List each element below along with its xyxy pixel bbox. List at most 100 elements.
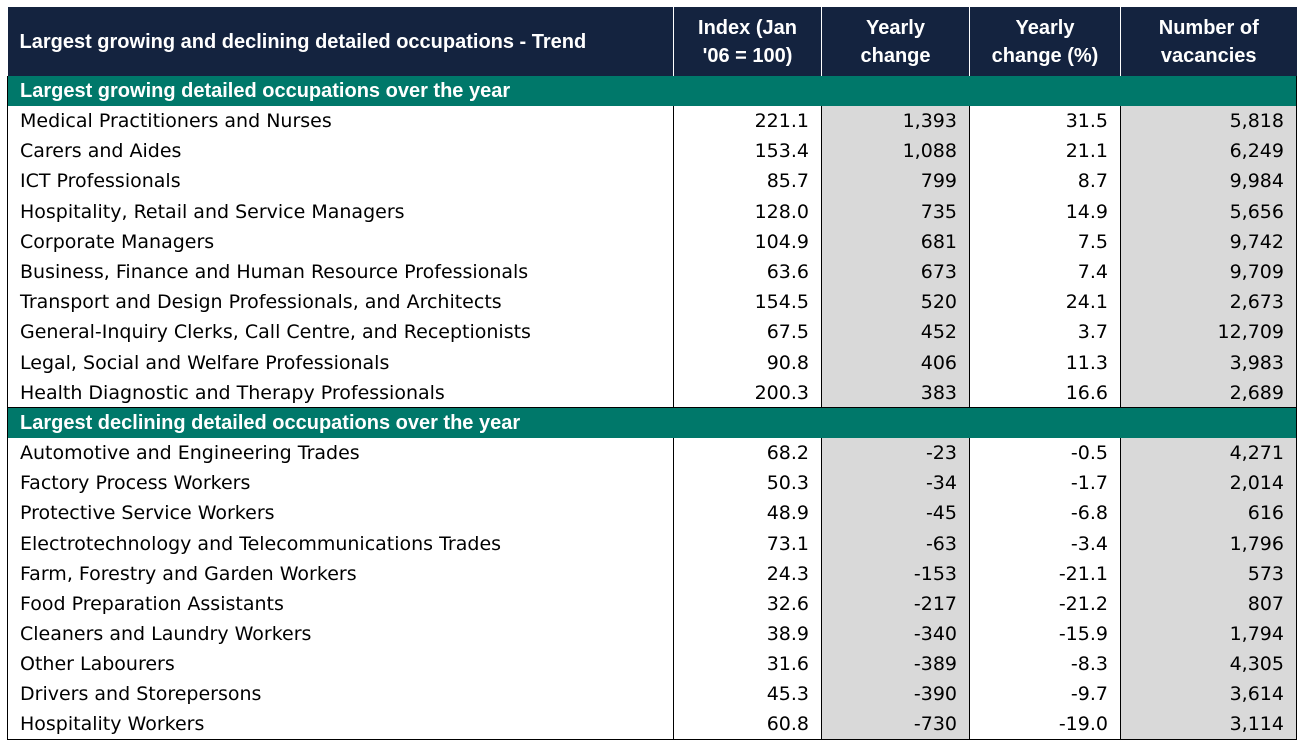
yearly-change-cell: -730 — [821, 709, 970, 741]
occupation-cell: ICT Professionals — [7, 166, 674, 197]
yearly-change-pct-cell: 24.1 — [969, 287, 1121, 318]
yearly-change-cell: 1,088 — [821, 136, 970, 167]
table-row: Transport and Design Professionals, and … — [7, 287, 1297, 318]
index-cell: 85.7 — [673, 166, 822, 197]
yearly-change-pct-cell: -8.3 — [969, 649, 1121, 680]
vacancies-cell: 616 — [1120, 498, 1297, 529]
vacancies-cell: 6,249 — [1120, 136, 1297, 167]
vacancies-cell: 9,984 — [1120, 166, 1297, 197]
vacancies-cell: 3,983 — [1120, 347, 1297, 378]
yearly-change-pct-cell: 7.4 — [969, 256, 1121, 288]
table-row: Farm, Forestry and Garden Workers 24.3 -15… — [7, 558, 1297, 589]
vacancies-cell: 4,271 — [1120, 437, 1297, 469]
occupation-cell: Drivers and Storepersons — [7, 679, 674, 710]
index-cell: 32.6 — [673, 588, 822, 619]
yearly-change-pct-cell: 16.6 — [969, 377, 1121, 409]
yearly-change-pct-cell: -1.7 — [969, 468, 1121, 499]
vacancies-cell: 9,709 — [1120, 256, 1297, 288]
index-cell: 221.1 — [673, 106, 822, 137]
yearly-change-pct-cell: -9.7 — [969, 679, 1121, 710]
yearly-change-cell: -23 — [821, 437, 970, 469]
table-row: Health Diagnostic and Therapy Profession… — [7, 377, 1297, 409]
yearly-change-cell: 799 — [821, 166, 970, 197]
index-cell: 24.3 — [673, 558, 822, 589]
yearly-change-header: Yearly change — [821, 7, 970, 76]
occupation-cell: Transport and Design Professionals, and … — [7, 287, 674, 318]
section-title: Largest declining detailed occupations o… — [7, 407, 1297, 438]
section-header-row: Largest growing detailed occupations ove… — [7, 76, 1297, 106]
table-row: Business, Finance and Human Resource Pro… — [7, 256, 1297, 288]
vacancies-cell: 1,794 — [1120, 619, 1297, 650]
yearly-change-cell: -340 — [821, 619, 970, 650]
yearly-change-cell: -34 — [821, 468, 970, 499]
section-title: Largest growing detailed occupations ove… — [7, 76, 1297, 106]
vacancies-cell: 573 — [1120, 558, 1297, 589]
yearly-change-cell: -63 — [821, 528, 970, 559]
table-row: Other Labourers 31.6 -389 -8.3 4,305 — [7, 649, 1297, 680]
index-cell: 38.9 — [673, 619, 822, 650]
yearly-change-cell: -389 — [821, 649, 970, 680]
table-title: Largest growing and declining detailed o… — [7, 7, 674, 76]
occupation-cell: Hospitality Workers — [7, 709, 674, 741]
yearly-change-cell: -217 — [821, 588, 970, 619]
vacancies-header: Number of vacancies — [1120, 7, 1297, 76]
yearly-change-cell: -390 — [821, 679, 970, 710]
vacancies-cell: 9,742 — [1120, 226, 1297, 257]
table-row: Medical Practitioners and Nurses 221.1 1,3… — [7, 106, 1297, 137]
section-header-row: Largest declining detailed occupations o… — [7, 407, 1297, 438]
vacancies-cell: 3,114 — [1120, 709, 1297, 741]
occupation-cell: Farm, Forestry and Garden Workers — [7, 558, 674, 589]
index-cell: 67.5 — [673, 317, 822, 348]
yearly-change-cell: -153 — [821, 558, 970, 589]
occupation-cell: Carers and Aides — [7, 136, 674, 167]
yearly-change-cell: -45 — [821, 498, 970, 529]
index-cell: 200.3 — [673, 377, 822, 409]
occupation-cell: General-Inquiry Clerks, Call Centre, and… — [7, 317, 674, 348]
occupation-cell: Protective Service Workers — [7, 498, 674, 529]
index-cell: 104.9 — [673, 226, 822, 257]
occupation-cell: Business, Finance and Human Resource Pro… — [7, 256, 674, 288]
index-cell: 153.4 — [673, 136, 822, 167]
vacancies-cell: 5,656 — [1120, 196, 1297, 227]
table-row: Electrotechnology and Telecommunications… — [7, 528, 1297, 559]
yearly-change-pct-cell: 3.7 — [969, 317, 1121, 348]
vacancies-cell: 2,673 — [1120, 287, 1297, 318]
yearly-change-pct-cell: 21.1 — [969, 136, 1121, 167]
vacancies-cell: 5,818 — [1120, 106, 1297, 137]
table-row: Protective Service Workers 48.9 -45 -6.8 616 — [7, 498, 1297, 529]
occupation-cell: Legal, Social and Welfare Professionals — [7, 347, 674, 378]
yearly-change-cell: 383 — [821, 377, 970, 409]
yearly-change-pct-cell: -19.0 — [969, 709, 1121, 741]
yearly-change-pct-cell: 7.5 — [969, 226, 1121, 257]
table-row: Hospitality, Retail and Service Managers… — [7, 196, 1297, 227]
yearly-change-pct-cell: 8.7 — [969, 166, 1121, 197]
yearly-change-pct-cell: -21.1 — [969, 558, 1121, 589]
occupation-cell: Health Diagnostic and Therapy Profession… — [7, 377, 674, 409]
vacancies-cell: 12,709 — [1120, 317, 1297, 348]
table-row: Cleaners and Laundry Workers 38.9 -340 -15.… — [7, 619, 1297, 650]
table-row: Factory Process Workers 50.3 -34 -1.7 2,014 — [7, 468, 1297, 499]
table-row: Hospitality Workers 60.8 -730 -19.0 3,114 — [7, 709, 1297, 741]
table-row: Corporate Managers 104.9 681 7.5 9,742 — [7, 226, 1297, 257]
yearly-change-cell: 681 — [821, 226, 970, 257]
index-cell: 90.8 — [673, 347, 822, 378]
occupations-table: Largest growing and declining detailed o… — [7, 7, 1297, 741]
occupation-cell: Other Labourers — [7, 649, 674, 680]
index-cell: 154.5 — [673, 287, 822, 318]
yearly-change-cell: 406 — [821, 347, 970, 378]
yearly-change-pct-cell: -0.5 — [969, 437, 1121, 469]
occupation-cell: Automotive and Engineering Trades — [7, 437, 674, 469]
index-cell: 50.3 — [673, 468, 822, 499]
table-row: Automotive and Engineering Trades 68.2 -23… — [7, 437, 1297, 469]
yearly-change-cell: 452 — [821, 317, 970, 348]
index-cell: 128.0 — [673, 196, 822, 227]
yearly-change-pct-cell: -6.8 — [969, 498, 1121, 529]
occupation-cell: Cleaners and Laundry Workers — [7, 619, 674, 650]
index-cell: 48.9 — [673, 498, 822, 529]
yearly-change-cell: 520 — [821, 287, 970, 318]
occupation-cell: Food Preparation Assistants — [7, 588, 674, 619]
yearly-change-pct-cell: 14.9 — [969, 196, 1121, 227]
table-row: Drivers and Storepersons 45.3 -390 -9.7 3,61… — [7, 679, 1297, 710]
yearly-change-pct-cell: -3.4 — [969, 528, 1121, 559]
table-row: General-Inquiry Clerks, Call Centre, and… — [7, 317, 1297, 348]
